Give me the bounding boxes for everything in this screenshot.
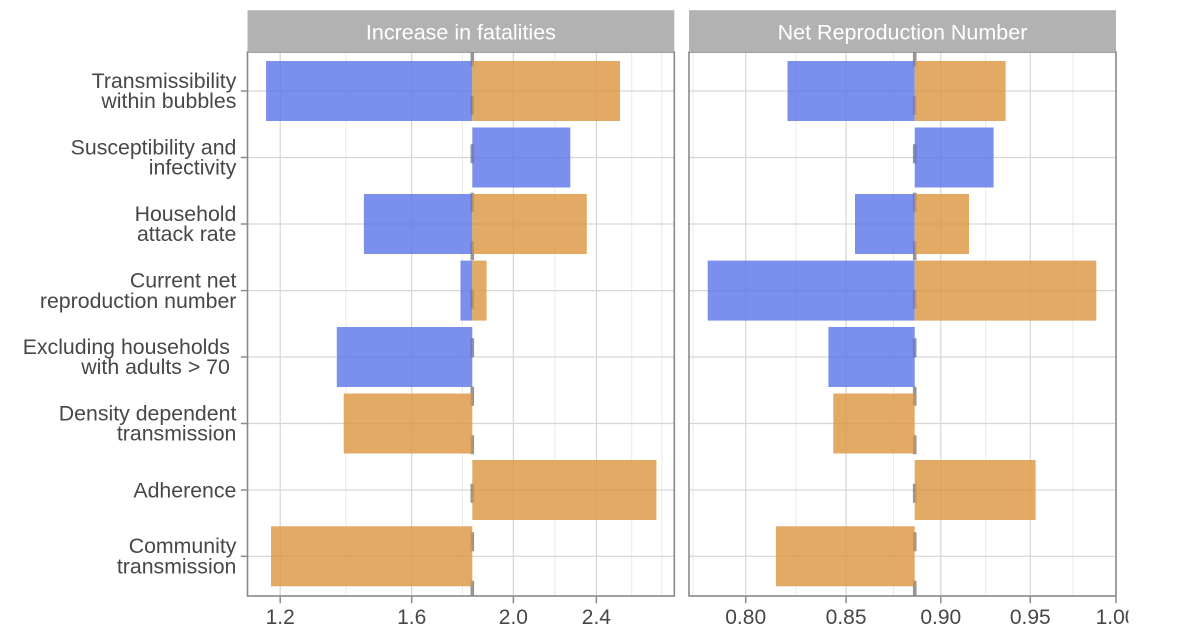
svg-text:0.90: 0.90	[920, 606, 961, 629]
svg-text:within bubbles: within bubbles	[100, 89, 236, 113]
svg-text:Net Reproduction Number: Net Reproduction Number	[778, 20, 1028, 44]
svg-text:2.4: 2.4	[582, 606, 612, 629]
svg-text:reproduction number: reproduction number	[40, 289, 237, 313]
svg-text:0.80: 0.80	[725, 606, 766, 629]
svg-text:0.85: 0.85	[826, 606, 867, 629]
svg-text:Density dependent: Density dependent	[59, 401, 237, 425]
svg-text:transmission: transmission	[117, 422, 237, 446]
svg-text:2.0: 2.0	[499, 606, 528, 629]
svg-text:Household: Household	[135, 202, 237, 226]
svg-text:1.00: 1.00	[1096, 606, 1137, 629]
svg-text:0.95: 0.95	[1010, 606, 1051, 629]
svg-text:infectivity: infectivity	[149, 156, 237, 180]
svg-text:1.2: 1.2	[266, 606, 295, 629]
svg-text:Transmissibility: Transmissibility	[92, 69, 237, 93]
svg-text:Community: Community	[129, 534, 237, 558]
svg-text:transmission: transmission	[117, 555, 237, 579]
svg-text:Current net: Current net	[130, 268, 237, 292]
svg-text:attack rate: attack rate	[137, 222, 236, 246]
svg-text:Susceptibility and: Susceptibility and	[71, 135, 237, 159]
svg-text:1.6: 1.6	[397, 606, 426, 629]
svg-text:Excluding households: Excluding households	[23, 335, 230, 359]
svg-text:Increase in fatalities: Increase in fatalities	[366, 20, 556, 44]
svg-text:with adults > 70: with adults > 70	[80, 355, 230, 379]
svg-text:Adherence: Adherence	[133, 478, 236, 502]
